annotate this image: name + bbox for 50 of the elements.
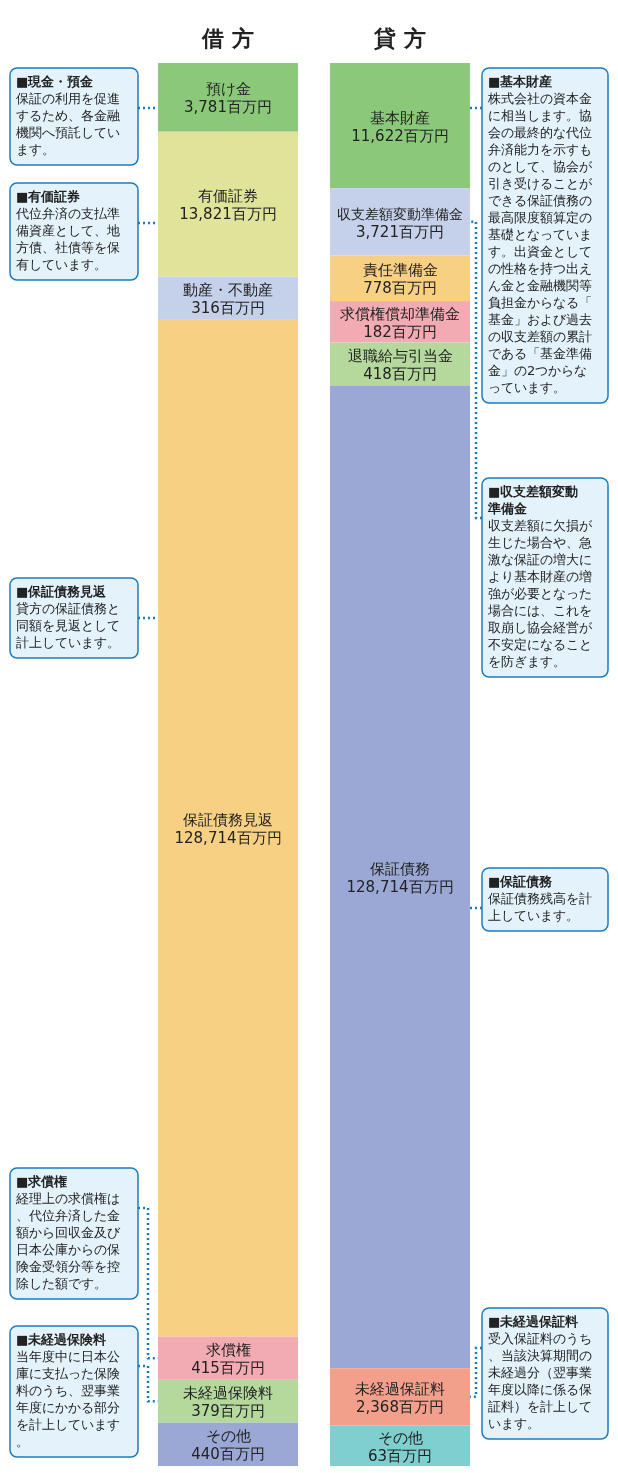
series-label: その他 [205,1427,251,1446]
data-label: 182百万円 [363,322,437,341]
series-label: 保証債務 [370,859,430,878]
text: ■現金・預金 [16,74,94,89]
data-label: 2,368百万円 [356,1397,444,1416]
text: 保証の利用を促進するため、各金融機関へ預託しています。 [16,91,120,157]
text: 貸方の保証債務と同額を見返として計上しています。 [16,601,120,650]
data-label: 3,721百万円 [356,222,444,241]
series-label: 有価証券 [198,187,258,206]
series-label: 責任準備金 [362,261,438,280]
text: ■基本財産 [488,74,553,89]
text: ■保証債務 [488,874,553,889]
data-label: 415百万円 [191,1359,265,1378]
data-label: 778百万円 [363,279,437,298]
data-label: 379百万円 [191,1402,265,1421]
series-label: その他 [377,1428,423,1447]
series-label: 未経過保証料 [355,1379,445,1398]
text: ■求償権 [16,1174,68,1189]
series-label: 収支差額変動準備金 [337,205,463,222]
text: 受入保証料のうち、当該決算期間の未経過分（翌事業年度以降に係る保証料）を計上しています。 [488,1331,592,1431]
data-label: 3,781百万円 [184,98,272,117]
text: 収支差額に欠損が生じた場合や、急激な保証の増大により基本財産の増強が必要となった場合には、これを取崩し協会経営が不安定になることを防ぎます。 [488,518,592,669]
text: ■有価証券 [16,189,81,204]
data-label: 11,622百万円 [351,126,449,145]
text: ■保証債務見返 [16,584,107,599]
text: 代位弁済の支払準備資産として、地方債、社債等を保有しています。 [16,206,120,272]
text: ■未経過保険料 [16,1332,107,1347]
series-label: 預け金 [205,80,251,99]
data-label: 316百万円 [191,298,265,317]
series-label: 保証債務見返 [183,810,273,829]
text: ■未経過保証料 [488,1314,579,1329]
text: 当年度中に日本公庫に支払った保険料のうち、翌事業年度にかかる部分を計上しています。 [16,1349,120,1449]
text: 経理上の求償権は、代位弁済した金額から回収金及び日本公庫からの保険金受領分等を控除した額です。 [16,1191,120,1291]
data-label: 13,821百万円 [179,205,277,224]
data-label: 63百万円 [367,1446,433,1465]
series-label: 動産・不動産 [183,280,273,299]
category-label: 借 方 [201,26,254,51]
text: ■収支差額変動準備金 [488,484,579,516]
data-label: 128,714百万円 [346,877,454,896]
data-label: 128,714百万円 [174,828,282,847]
series-label: 求償権 [205,1341,251,1360]
text: 株式会社の資本金に相当します。協会の最終的な代位弁済能力を示すものとして、協会が引き受けることができる保証債務の最高限度額算定の基礎となっています。出資金としての性格を持つ出えん金と金融機関等負担金からなる「基金」および過去の収支差額の累計である「基金準備金」の2つからなっています。 [488,91,592,395]
series-label: 未経過保険料 [183,1384,273,1403]
category-label: 貸 方 [373,26,426,51]
data-label: 418百万円 [363,364,437,383]
text: 保証債務残高を計上しています。 [488,891,592,923]
series-label: 退職給与引当金 [347,346,453,365]
series-label: 基本財産 [370,108,430,127]
data-label: 440百万円 [191,1445,265,1464]
series-label: 求償権償却準備金 [340,304,460,323]
